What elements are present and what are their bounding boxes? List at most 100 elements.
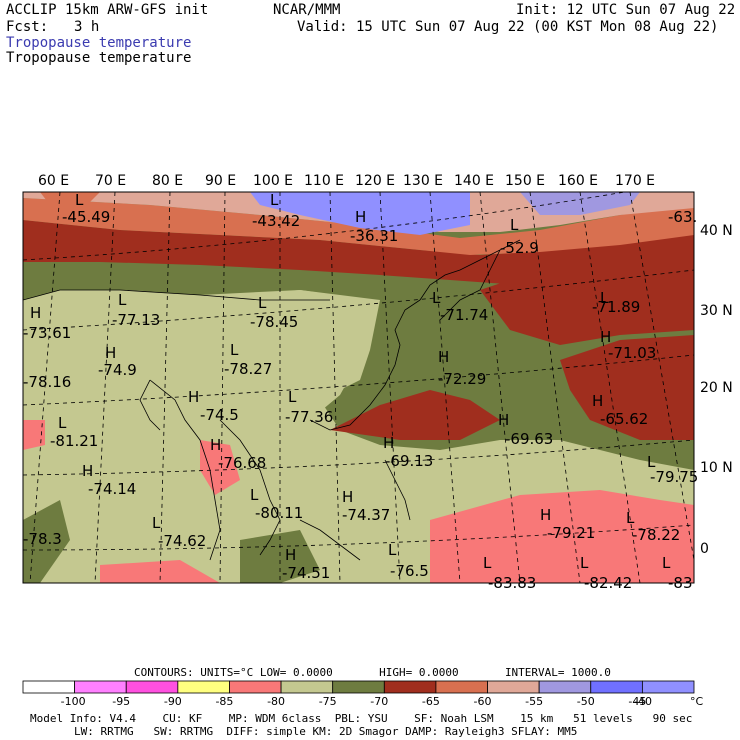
microphysics-scheme: MP: WDM 6class [228,712,322,725]
extreme-value: -77.13 [112,311,160,329]
grid-lat-40 [23,192,628,261]
extreme-value: -78.45 [250,313,298,331]
lat-label: 10 N [700,460,733,476]
extreme-value: -78.27 [224,360,272,378]
grid-lon-120 [379,192,401,583]
lon-label: 90 E [205,173,236,189]
grid-lat-10 [23,439,694,476]
surface-scheme: SF: Noah LSM [414,712,494,725]
lon-label: 160 E [558,173,598,189]
extreme-value: -76.5 [390,562,429,580]
field-title-shaded: Tropopause temperature [6,35,192,51]
lon-label: 70 E [95,173,126,189]
extreme-mark: H [82,462,93,480]
coastlines [23,239,521,561]
field-band--40 [250,192,470,235]
coast-philippines [384,459,411,521]
field-band--70-south-b [240,530,320,583]
grid-lon-80 [159,192,171,583]
field-band--65-a [330,390,500,440]
extreme-value: -79.21 [547,524,595,542]
lat-label: 20 N [700,380,733,396]
lon-label: 140 E [454,173,494,189]
extreme-value: -73.61 [23,324,71,342]
extreme-value: -72.29 [438,370,486,388]
colorbar-label: -40 [634,695,652,708]
extreme-value: -76.68 [218,454,266,472]
field-band--80-c [200,440,240,495]
lon-label: 170 E [615,173,655,189]
colorbar-unit: °C [690,695,704,708]
extreme-value: -36.31 [350,227,398,245]
colorbar-label: -45 [628,695,646,708]
extreme-mark: H [285,546,296,564]
extreme-value: -83.83 [488,574,536,592]
lon-label: 130 E [403,173,443,189]
coast-indochina [219,419,281,556]
colorbar-swatch [177,680,230,694]
grid-lon-160 [579,192,641,583]
colorbar-swatch [383,680,437,694]
valid-time: Valid: 15 UTC Sun 07 Aug 22 (00 KST Mon … [297,19,719,35]
grid-spacing: 15 km [520,712,554,725]
extreme-mark: L [600,289,609,307]
extreme-value: -74.62 [158,532,206,550]
extreme-mark: L [510,216,519,234]
high-value: 0.0000 [418,666,459,679]
colorbar-labels: -100 -95 -90 -85 -80 -75 -70 -65 -60 -55… [61,695,704,708]
org-label: NCAR/MMM [273,2,341,18]
time-step: 90 sec [652,712,693,725]
extreme-mark: H [498,411,509,429]
extreme-value: -74.5 [200,406,239,424]
colorbar-label: -65 [422,695,440,708]
extreme-mark: L [258,294,267,312]
extreme-mark: H [342,488,353,506]
contours-label: CONTOURS: [134,666,194,679]
high-label: HIGH= [379,666,413,679]
lat-label: 0 [700,541,709,557]
lon-label: 150 E [505,173,545,189]
extreme-value: -52.9 [500,239,539,257]
extreme-mark: L [432,289,441,307]
extreme-value: -80.11 [255,504,303,522]
extreme-mark: H [540,506,551,524]
extreme-mark: L [75,191,84,209]
extreme-value: -74.14 [88,480,136,498]
extreme-value: -71.89 [592,298,640,316]
extreme-value: -77.36 [285,408,333,426]
border-north [23,289,330,301]
model-info-line-1: Model Info: V4.4 CU: KF MP: WDM 6class P… [30,713,692,725]
field-band--65-b [560,335,694,440]
colorbar-label: -80 [267,695,285,708]
extreme-mark: L [250,486,259,504]
extreme-mark: H [30,304,41,322]
extreme-value: -63. [668,208,697,226]
grid-lon-150 [529,192,581,583]
extreme-value: -74.9 [98,361,137,379]
extreme-value: -82.42 [584,574,632,592]
field-band--80-d [23,420,45,450]
extreme-mark: H [105,344,116,362]
colorbar-swatch [280,680,334,694]
extreme-value: -65.62 [600,410,648,428]
shaded-field [23,192,694,583]
vertical-levels: 51 levels [573,712,633,725]
pbl-scheme: PBL: YSU [334,712,388,725]
interval-value: 1000.0 [571,666,611,679]
extreme-mark: L [270,191,279,209]
field-title-contour: Tropopause temperature [6,50,192,66]
diffusion-option: DIFF: simple [226,725,306,738]
colorbar-swatch [538,680,592,694]
extreme-mark: L [662,554,671,572]
colorbar-swatch [435,680,488,694]
extreme-mark: H [188,388,199,406]
coast-india-west [139,379,161,431]
longwave-scheme: LW: RRTMG [74,725,134,738]
field-band--50 [520,192,640,215]
colorbar: -100 -95 -90 -85 -80 -75 -70 -65 -60 -55… [22,680,704,708]
low-label: LOW= [259,666,287,679]
colorbar-swatch [74,680,127,694]
model-info-line-2: LW: RRTMG SW: RRTMG DIFF: simple KM: 2D … [74,726,577,738]
colorbar-label: -70 [370,695,388,708]
